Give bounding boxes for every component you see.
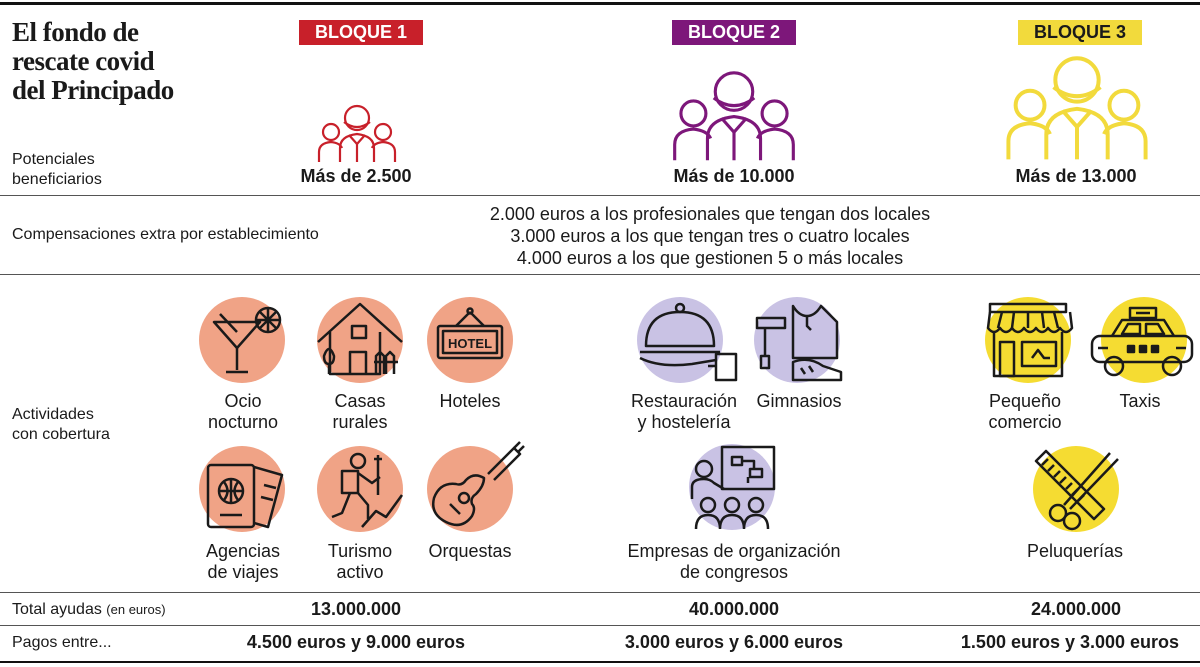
- activity-label-gimnasios: Gimnasios: [740, 391, 858, 412]
- activity-line: Empresas de organización: [627, 541, 841, 561]
- block-1-payments: 4.500 euros y 9.000 euros: [246, 632, 466, 652]
- compensation-line-1: 2.000 euros a los profesionales que teng…: [489, 204, 931, 224]
- activity-label-ocio-nocturno: Ocio nocturno: [188, 391, 298, 433]
- guitar-icon: [427, 441, 525, 532]
- activity-line: Pequeño: [988, 391, 1062, 411]
- block-1-beneficiaries: Más de 2.500: [300, 166, 412, 186]
- activity-line: de congresos: [679, 562, 789, 582]
- people-icon-block-3: [1006, 56, 1148, 160]
- divider: [0, 195, 1200, 196]
- block-3-payments: 1.500 euros y 3.000 euros: [960, 632, 1180, 652]
- activity-line: rurales: [332, 412, 388, 432]
- activity-label-congresos: Empresas de organización de congresos: [604, 541, 864, 583]
- activity-label-hoteles: Hoteles: [415, 391, 525, 412]
- conference-icon: [689, 444, 776, 530]
- top-rule: [0, 2, 1200, 5]
- block-2-badge: BLOQUE 2: [672, 20, 797, 45]
- activity-label-taxis: Taxis: [1095, 391, 1185, 412]
- activity-label-orquestas: Orquestas: [410, 541, 530, 562]
- activity-line: nocturno: [207, 412, 279, 432]
- hotel-sign-icon: HOTEL: [427, 297, 513, 383]
- total-unit: (en euros): [106, 602, 166, 617]
- passport-ticket-icon: [199, 446, 285, 532]
- activity-line: de viajes: [207, 562, 279, 582]
- block-1-total: 13.000.000: [310, 599, 402, 619]
- activity-label-pequeno-comercio: Pequeño comercio: [970, 391, 1080, 433]
- total-label: Total ayudas: [12, 601, 102, 618]
- compensation-line-2: 3.000 euros a los que tengan tres o cuat…: [510, 226, 910, 246]
- block-3-beneficiaries: Más de 13.000: [1015, 166, 1137, 186]
- beneficiaries-label-line-1: Potenciales: [12, 151, 95, 168]
- activity-label-restauracion: Restauración y hostelería: [610, 391, 758, 433]
- row-label-total: Total ayudas (en euros): [12, 600, 166, 620]
- people-icon-block-2: [673, 71, 795, 161]
- activity-label-agencias-de-viajes: Agencias de viajes: [188, 541, 298, 583]
- activity-line: Agencias: [205, 541, 281, 561]
- scissors-comb-icon: [1033, 446, 1119, 532]
- activity-label-turismo-activo: Turismo activo: [305, 541, 415, 583]
- activity-line: Hoteles: [439, 391, 501, 411]
- hiker-icon: [317, 446, 404, 532]
- gym-icon: [754, 297, 843, 383]
- bottom-rule: [0, 661, 1200, 663]
- divider: [0, 625, 1200, 626]
- page-title: El fondo de rescate covid del Principado: [12, 18, 174, 105]
- activity-line: Taxis: [1119, 391, 1161, 411]
- row-label-payments: Pagos entre...: [12, 634, 112, 651]
- hotel-sign-text: HOTEL: [448, 336, 492, 351]
- people-icon-block-1: [317, 104, 397, 162]
- row-label-beneficiaries: Potenciales beneficiarios: [12, 150, 102, 190]
- rural-house-icon: [317, 297, 403, 383]
- activity-line: Peluquerías: [1026, 541, 1124, 561]
- compensation-line-3: 4.000 euros a los que gestionen 5 o más …: [516, 248, 904, 268]
- activity-line: y hostelería: [637, 412, 731, 432]
- activity-line: activo: [336, 562, 384, 582]
- beneficiaries-label-line-2: beneficiarios: [12, 171, 102, 188]
- taxi-icon: [1090, 297, 1194, 383]
- activity-line: Ocio: [224, 391, 262, 411]
- activities-label-line-1: Actividades: [12, 406, 94, 423]
- divider: [0, 592, 1200, 593]
- cocktail-icon: [199, 297, 285, 383]
- activity-line: Turismo: [327, 541, 393, 561]
- divider: [0, 274, 1200, 275]
- activity-line: comercio: [988, 412, 1062, 432]
- activity-line: Restauración: [630, 391, 738, 411]
- title-line-1: El fondo de: [12, 17, 139, 47]
- block-2-beneficiaries: Más de 10.000: [673, 166, 795, 186]
- title-line-2: rescate covid: [12, 46, 155, 76]
- activity-label-casas-rurales: Casas rurales: [305, 391, 415, 433]
- shop-icon: [985, 297, 1074, 383]
- row-label-activities: Actividades con cobertura: [12, 405, 110, 445]
- food-tray-icon: [637, 297, 738, 383]
- compensation-text: 2.000 euros a los profesionales que teng…: [460, 203, 960, 269]
- block-3-total: 24.000.000: [1030, 599, 1122, 619]
- row-label-compensation: Compensaciones extra por establecimiento: [12, 226, 319, 243]
- activity-label-peluquerias: Peluquerías: [1000, 541, 1150, 562]
- activity-line: Gimnasios: [756, 391, 842, 411]
- block-2-payments: 3.000 euros y 6.000 euros: [624, 632, 844, 652]
- block-2-total: 40.000.000: [688, 599, 780, 619]
- block-1-badge: BLOQUE 1: [299, 20, 424, 45]
- title-line-3: del Principado: [12, 75, 174, 105]
- activities-label-line-2: con cobertura: [12, 426, 110, 443]
- block-3-badge: BLOQUE 3: [1018, 20, 1143, 45]
- activity-line: Casas: [334, 391, 386, 411]
- activity-line: Orquestas: [428, 541, 512, 561]
